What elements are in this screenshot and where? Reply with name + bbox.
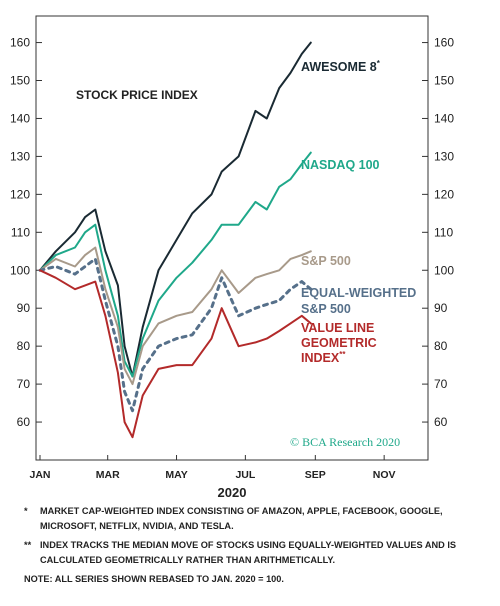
rebase-note: NOTE: ALL SERIES SHOWN REBASED TO JAN. 2…	[24, 574, 284, 584]
footnote-1: * MARKET CAP-WEIGHTED INDEX CONSISTING O…	[24, 504, 486, 534]
y-tick-label-right: 120	[434, 187, 454, 201]
y-tick-label-right: 110	[434, 225, 453, 239]
y-tick-label-left: 140	[10, 111, 30, 125]
y-tick-label-left: 80	[17, 339, 31, 353]
footnote-1-marker: *	[24, 506, 28, 516]
series-label-nasdaq-100: NASDAQ 100	[301, 158, 380, 172]
series-line-3	[38, 257, 313, 413]
series-line-4	[39, 269, 312, 439]
series-lines	[38, 41, 313, 439]
footnote-1-text: MARKET CAP-WEIGHTED INDEX CONSISTING OF …	[40, 506, 443, 531]
y-axis-right: 60 70 80 90 100 110 120 130 140 150 160	[422, 36, 454, 429]
series-label-value-line: VALUE LINE GEOMETRIC INDEX**	[301, 321, 380, 365]
bca-credit: © BCA Research 2020	[290, 435, 400, 449]
x-tick-label: SEP	[305, 469, 326, 481]
series-label-equal-weighted-line2: S&P 500	[301, 302, 351, 316]
x-tick-label: MAY	[165, 469, 187, 481]
series-label-equal-weighted-line1: EQUAL-WEIGHTED	[301, 286, 416, 300]
series-labels: AWESOME 8* NASDAQ 100 S&P 500 EQUAL-WEIG…	[301, 59, 420, 365]
x-tick-label: JAN	[29, 469, 50, 481]
y-tick-label-right: 80	[434, 339, 448, 353]
y-axis-left: 60 70 80 90 100 110 120 130 140 150 160	[10, 36, 42, 429]
series-line-0	[39, 41, 312, 378]
footnote-2: ** INDEX TRACKS THE MEDIAN MOVE OF STOCK…	[24, 538, 486, 568]
x-axis-label: 2020	[218, 485, 247, 500]
y-tick-label-right: 70	[434, 377, 448, 391]
y-tick-label-left: 120	[10, 187, 30, 201]
y-tick-label-left: 90	[17, 301, 31, 315]
x-axis: JAN MAR MAY JUL SEP NOV	[29, 455, 396, 481]
y-tick-label-right: 130	[434, 149, 454, 163]
series-label-equal-weighted: EQUAL-WEIGHTED S&P 500	[301, 286, 420, 316]
footnote-2-text: INDEX TRACKS THE MEDIAN MOVE OF STOCKS U…	[40, 540, 457, 565]
y-tick-label-left: 160	[10, 36, 30, 50]
footnote-2-marker: **	[24, 540, 32, 550]
x-tick-label: JUL	[235, 469, 255, 481]
y-tick-label-right: 60	[434, 415, 448, 429]
y-tick-label-left: 70	[17, 377, 31, 391]
x-tick-label: MAR	[96, 469, 120, 481]
y-tick-label-left: 150	[10, 74, 30, 88]
series-label-sp-500: S&P 500	[301, 254, 351, 268]
y-tick-label-left: 130	[10, 149, 30, 163]
y-tick-label-left: 110	[11, 225, 30, 239]
y-tick-label-right: 150	[434, 74, 454, 88]
y-tick-label-left: 60	[17, 415, 31, 429]
y-tick-label-right: 160	[434, 36, 454, 50]
chart-subtitle: STOCK PRICE INDEX	[76, 88, 198, 102]
y-tick-label-left: 100	[10, 263, 30, 277]
y-tick-label-right: 90	[434, 301, 448, 315]
y-tick-label-right: 140	[434, 111, 454, 125]
series-label-awesome-8: AWESOME 8*	[301, 59, 381, 74]
series-line-2	[39, 246, 312, 386]
plot-frame	[35, 15, 429, 461]
series-line-1	[39, 151, 312, 378]
x-tick-label: NOV	[373, 469, 396, 481]
series-label-value-line-line2: GEOMETRIC	[301, 336, 377, 350]
series-label-value-line-line1: VALUE LINE	[301, 321, 374, 335]
footnotes: * MARKET CAP-WEIGHTED INDEX CONSISTING O…	[24, 504, 486, 591]
y-tick-label-right: 100	[434, 263, 454, 277]
stock-price-chart: 60 70 80 90 100 110 120 130 140 150 160 60 70 80 90 10…	[10, 15, 454, 500]
series-label-value-line-line3: INDEX	[301, 351, 340, 365]
